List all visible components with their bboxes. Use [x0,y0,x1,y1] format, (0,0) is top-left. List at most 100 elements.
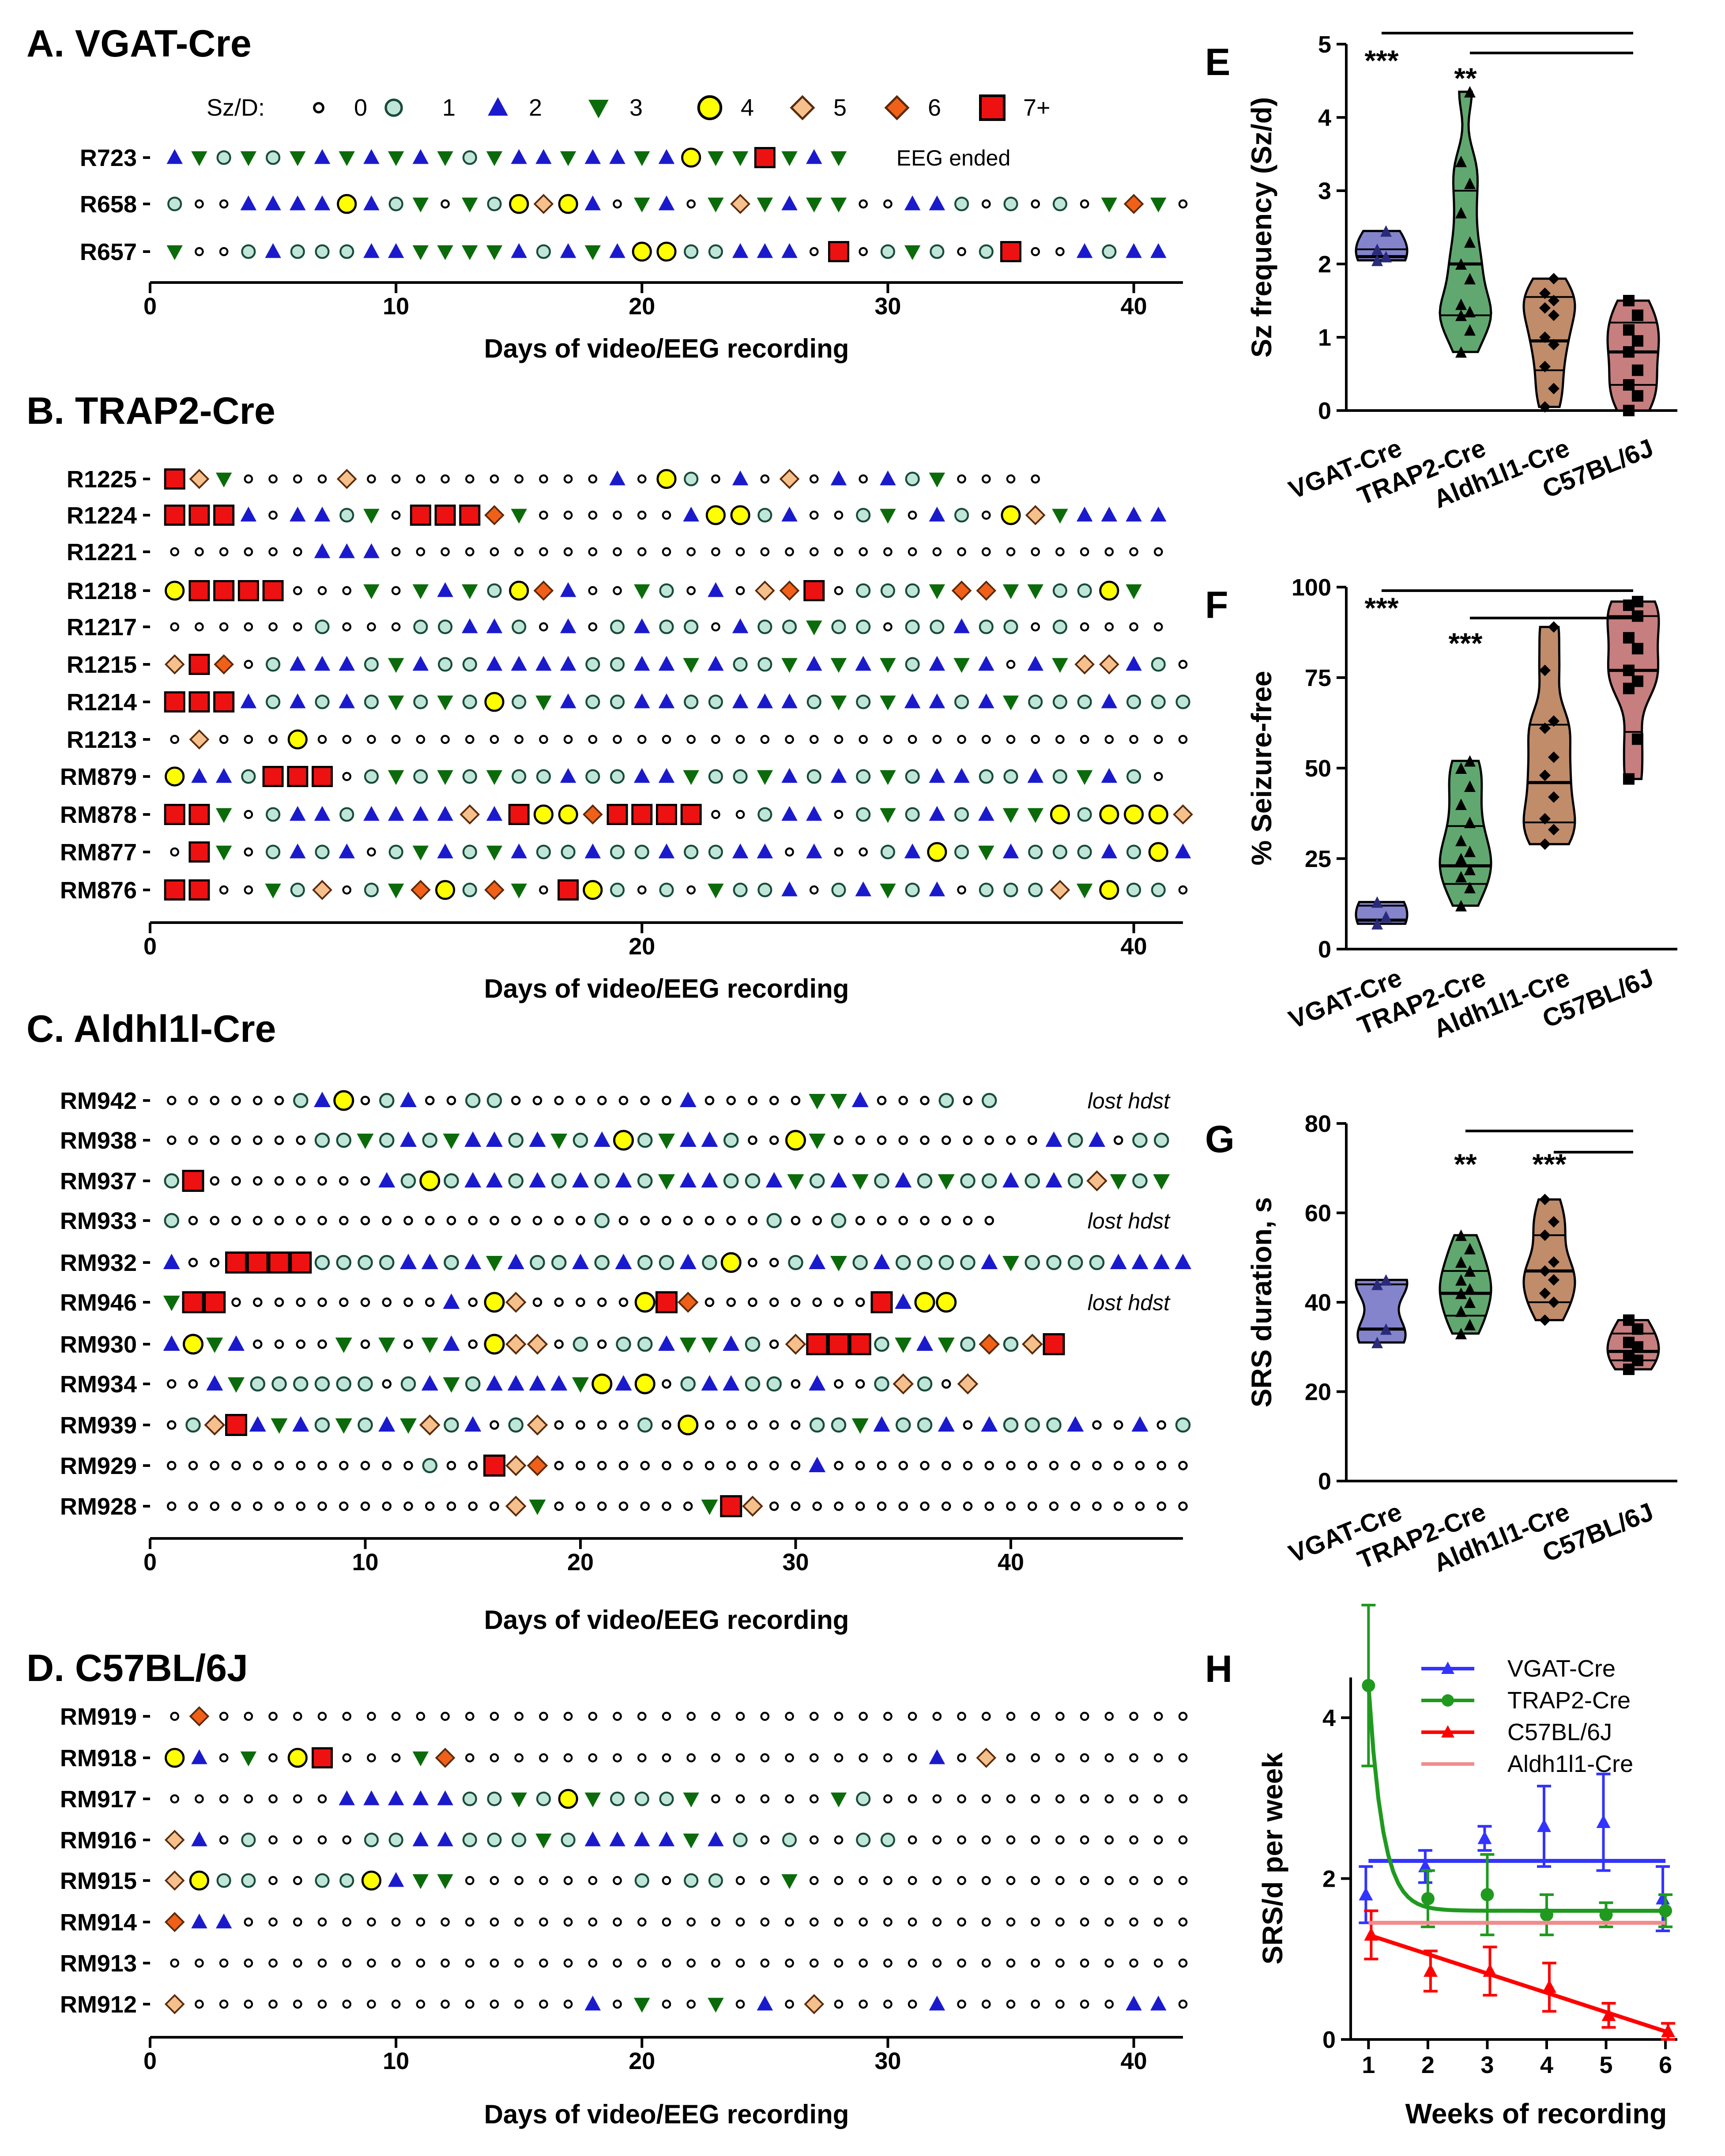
day-marker [735,547,745,557]
day-marker [704,1297,715,1307]
day-marker [412,584,429,599]
day-marker [509,580,529,601]
legend-label: C57BL/6J [1507,1719,1612,1745]
y-axis-label: Sz frequency (Sz/d) [1246,97,1277,358]
day-marker [640,1096,650,1105]
day-marker [1126,1995,1142,2011]
day-marker [1178,660,1188,669]
day-marker [339,151,355,166]
day-marker [791,1379,801,1389]
day-marker [244,1999,253,2009]
day-marker [735,586,745,596]
day-marker [686,1753,696,1763]
day-marker [560,768,576,783]
day-marker [339,244,354,259]
day-marker [293,1093,309,1108]
day-marker [723,1335,740,1351]
day-marker [551,1255,567,1270]
day-marker [170,547,180,557]
day-marker [1050,804,1070,825]
day-marker [1129,735,1138,744]
day-marker [1000,241,1021,263]
data-point [1539,1229,1551,1241]
data-point [1596,1815,1611,1828]
day-marker [883,1917,893,1927]
day-marker [809,474,819,484]
day-marker [637,1753,647,1763]
day-marker [1178,1501,1188,1511]
day-marker [686,199,696,209]
day-marker [315,619,330,634]
day-marker [166,245,183,260]
day-marker [188,1258,198,1267]
day-marker [437,1874,453,1889]
day-marker [379,1132,395,1148]
day-marker [859,1753,868,1763]
day-marker [441,735,450,744]
day-marker [683,770,699,785]
day-marker [760,1958,770,1968]
day-marker [830,658,847,673]
day-marker [585,769,600,784]
day-marker [315,694,330,709]
day-marker [873,1254,890,1269]
day-marker [895,1338,912,1353]
blue-up-triangle-icon [488,97,508,116]
day-marker [930,244,945,259]
day-marker [704,1420,715,1430]
violin-trap2cre [1439,760,1492,907]
day-marker [1077,807,1092,822]
day-marker [662,1917,671,1927]
day-marker [391,474,401,484]
day-marker [1076,243,1093,258]
day-marker [954,196,969,211]
day-marker [981,735,991,744]
day-marker [1178,1794,1188,1804]
day-marker [613,510,622,520]
day-marker [1104,1794,1114,1804]
row-label: R1225 [67,466,137,493]
day-marker [637,1958,647,1968]
data-point [1548,621,1559,633]
day-marker [634,151,650,166]
row-label: RM878 [60,802,137,828]
day-marker [241,1832,256,1847]
day-marker [984,1461,994,1470]
day-marker [1080,1753,1089,1763]
day-marker [760,1711,770,1721]
day-marker [942,1135,951,1145]
y-axis-label: SRS/d per week [1257,1753,1288,1965]
day-marker [296,1176,305,1186]
day-marker [505,1292,527,1313]
day-marker [981,1416,998,1432]
day-marker [266,694,281,709]
day-marker [785,847,794,857]
day-marker [809,1134,826,1149]
day-marker [487,1832,502,1847]
data-point [1464,882,1476,893]
day-marker [684,244,699,259]
day-marker [290,843,306,859]
day-marker [367,1753,376,1763]
day-marker [511,1096,521,1105]
day-marker [514,1753,524,1763]
day-marker [484,1292,505,1313]
day-marker [486,806,503,821]
day-marker [465,1753,475,1763]
day-marker [733,1832,748,1847]
day-marker [726,1297,736,1307]
day-marker [421,1254,438,1269]
day-marker [757,619,772,634]
row-label: RM928 [60,1493,137,1520]
data-point [1539,361,1551,373]
day-marker [1052,196,1067,211]
data-point [1539,1194,1551,1206]
day-marker [809,1094,826,1109]
day-marker [317,1216,327,1225]
day-marker [806,656,822,671]
day-marker [274,1297,284,1307]
day-marker [290,806,306,821]
day-marker [834,1297,844,1307]
day-marker [484,1334,505,1355]
data-point [1548,824,1559,836]
